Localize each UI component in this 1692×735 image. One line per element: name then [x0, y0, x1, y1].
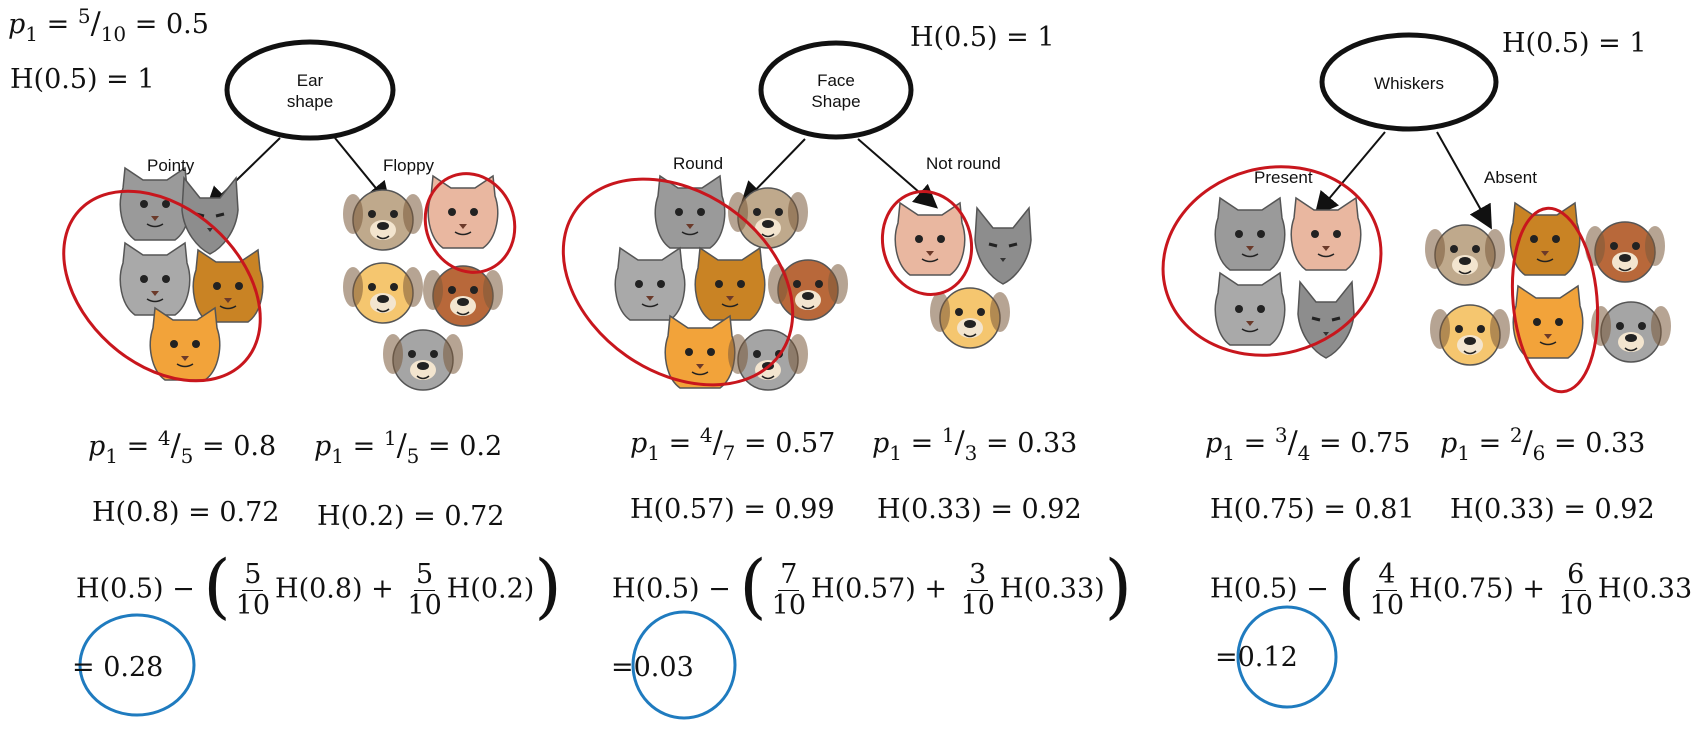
red-circle-floppy-pink — [423, 172, 517, 274]
p1-floppy: p1 = 1/5 = 0.2 — [314, 426, 503, 468]
ear-shape-node-label: Ear shape — [286, 71, 334, 111]
present-arrow — [1314, 131, 1386, 217]
pink-cat-icon — [1290, 197, 1362, 271]
not-round-arrow — [857, 138, 939, 209]
panel1-animals — [119, 167, 504, 391]
orange-cat-icon — [694, 247, 766, 321]
entropy-floppy: H(0.2) = 0.72 — [317, 501, 505, 532]
brown-dog-icon — [767, 259, 849, 321]
branch-label-absent: Absent — [1484, 168, 1537, 187]
info-gain-formula-2: H(0.5) − (7 10 H(0.57) + 3 10 H(0.33)) — [612, 545, 1132, 627]
panel3-root-entropy: H(0.5) = 1 — [1502, 28, 1647, 59]
info-gain-result-1: = 0.28 — [72, 652, 164, 683]
ginger-white-cat-icon — [1512, 285, 1584, 359]
blue-circle-result-2 — [631, 610, 737, 720]
red-circle-round — [561, 177, 795, 387]
p1-absent: p1 = 2/6 = 0.33 — [1440, 423, 1646, 465]
orange-cat-icon — [192, 249, 264, 323]
ginger-white-cat-icon — [664, 315, 736, 389]
p1-not-round: p1 = 1/3 = 0.33 — [872, 423, 1078, 465]
face-shape-node — [758, 40, 914, 140]
info-gain-formula-1: H(0.5) − (5 10 H(0.8) + 5 10 H(0.2)) — [76, 545, 562, 627]
yellow-dog-icon — [342, 262, 424, 324]
ear-shape-node — [224, 39, 396, 141]
root-p1-formula: p1 = 5/10 = 0.5 — [8, 4, 209, 46]
yellow-dog-icon — [929, 287, 1011, 349]
p1-round: p1 = 4/7 = 0.57 — [630, 423, 836, 465]
branch-label-round: Round — [673, 154, 724, 173]
pink-cat-icon — [894, 202, 966, 276]
branch-label-not-round: Not round — [926, 154, 1001, 173]
pug-dog-icon — [342, 189, 424, 251]
branch-label-floppy: Floppy — [383, 156, 435, 175]
p1-present: p1 = 3/4 = 0.75 — [1205, 423, 1411, 465]
panel2-root-entropy: H(0.5) = 1 — [910, 22, 1055, 53]
panel2-animals — [614, 175, 1033, 391]
gray-dog-icon — [1590, 301, 1672, 363]
blue-circle-result-1 — [78, 613, 196, 717]
whiskers-node-label: Whiskers — [1374, 74, 1444, 93]
yellow-dog-icon — [1429, 304, 1511, 366]
p1-pointy: p1 = 4/5 = 0.8 — [88, 426, 277, 468]
red-circle-not-round — [880, 189, 974, 297]
whiskers-node — [1319, 32, 1499, 132]
branch-label-pointy: Pointy — [147, 156, 195, 175]
pug-dog-icon — [1424, 224, 1506, 286]
brown-dog-icon — [1584, 221, 1666, 283]
root-entropy: H(0.5) = 1 — [10, 64, 155, 95]
branch-label-present: Present — [1254, 168, 1313, 187]
ginger-white-cat-icon — [149, 307, 221, 381]
gray-sitting-cat-icon — [1214, 272, 1286, 346]
gray-sitting-cat-icon — [119, 242, 191, 316]
info-gain-result-2: =0.03 — [611, 652, 694, 683]
brown-dog-icon — [422, 265, 504, 327]
blue-circle-result-3 — [1236, 605, 1338, 709]
gray-cat-icon — [1214, 197, 1286, 271]
entropy-round: H(0.57) = 0.99 — [630, 494, 835, 525]
gray-angry-cat-icon — [973, 206, 1033, 286]
entropy-absent: H(0.33) = 0.92 — [1450, 494, 1655, 525]
entropy-pointy: H(0.8) = 0.72 — [92, 497, 280, 528]
panel3-animals — [1214, 197, 1672, 366]
pointy-arrow — [205, 137, 281, 211]
info-gain-result-3: =0.12 — [1215, 642, 1298, 673]
red-circle-pointy — [62, 189, 262, 383]
face-shape-node-label: Face Shape — [811, 71, 861, 111]
gray-dog-icon — [382, 329, 464, 391]
red-circle-absent — [1510, 206, 1600, 394]
entropy-not-round: H(0.33) = 0.92 — [877, 494, 1082, 525]
entropy-present: H(0.75) = 0.81 — [1210, 494, 1415, 525]
gray-sitting-cat-icon — [614, 247, 686, 321]
red-circle-present — [1161, 165, 1383, 357]
absent-arrow — [1436, 131, 1492, 230]
